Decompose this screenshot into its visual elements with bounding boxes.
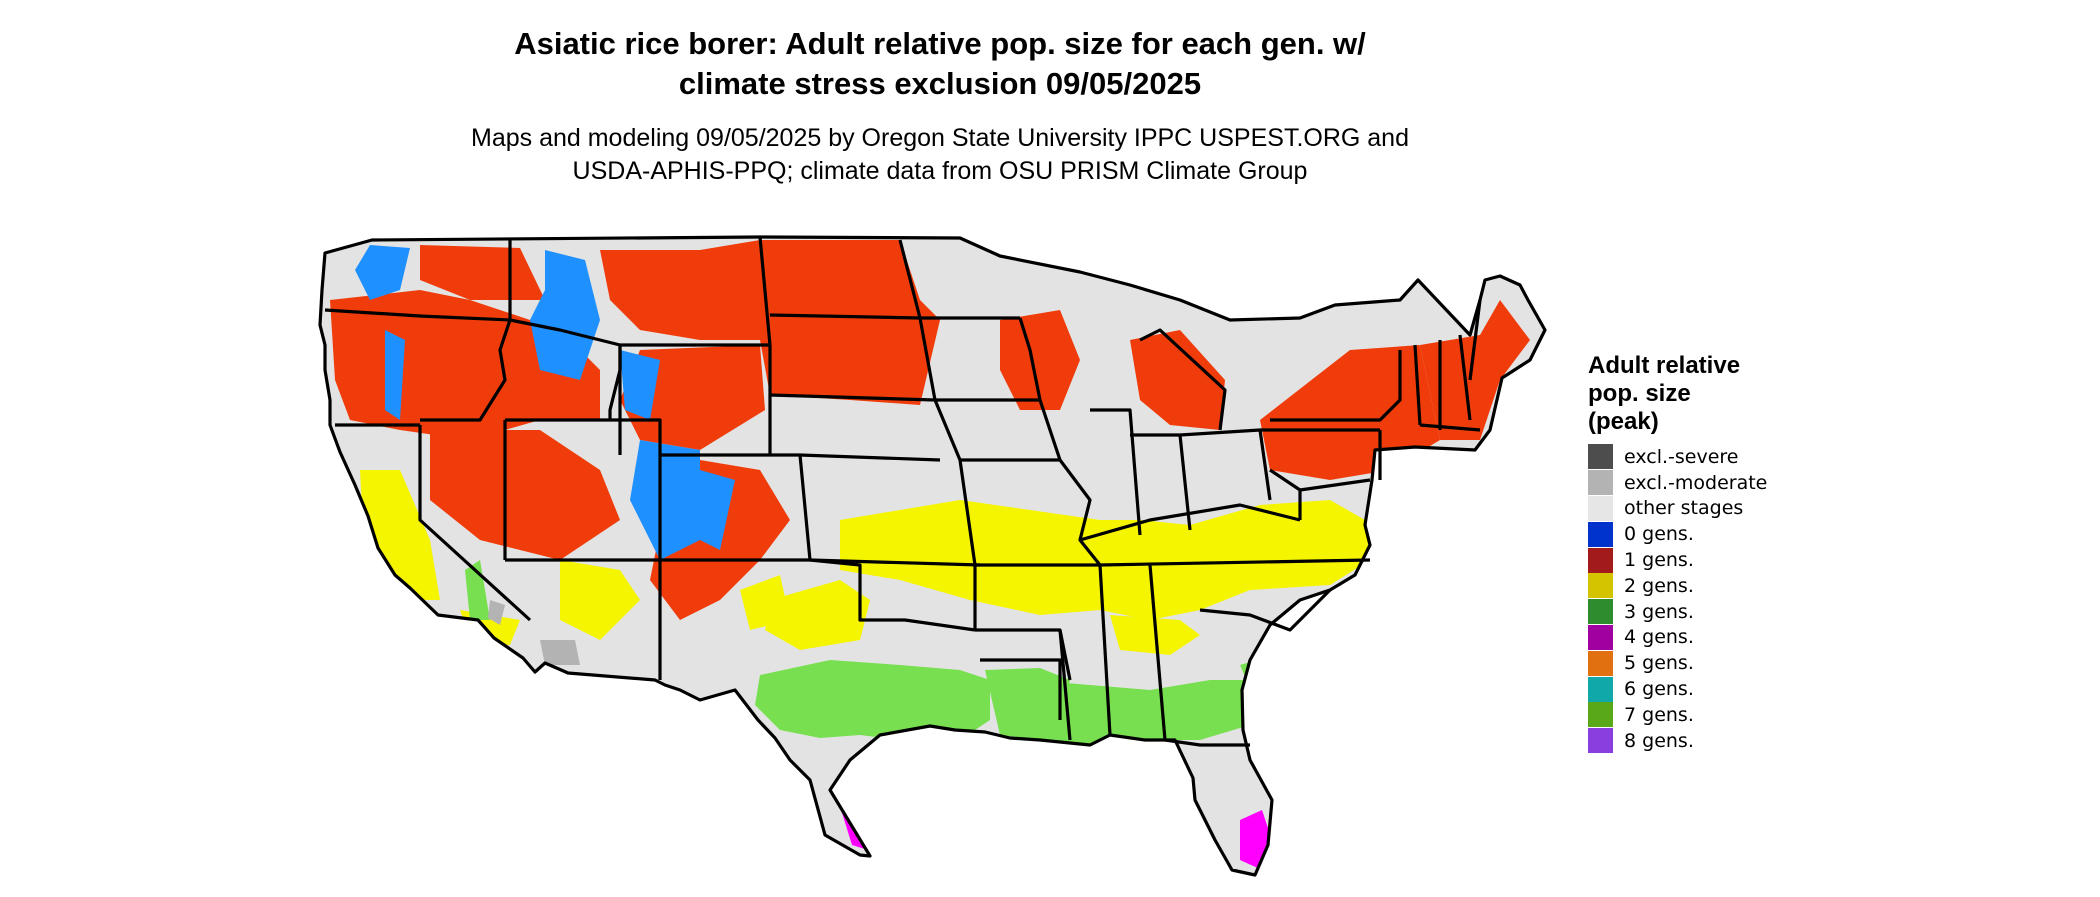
legend-label: other stages [1624, 497, 1744, 520]
legend-swatch [1588, 470, 1613, 496]
legend-swatch [1588, 624, 1613, 650]
legend-title-line2: pop. size [1588, 380, 1691, 407]
legend-swatch [1588, 495, 1613, 521]
legend-label: 0 gens. [1624, 523, 1694, 546]
legend-label: excl.-severe [1624, 445, 1739, 468]
legend-item: other stages [1588, 495, 1848, 522]
legend-label: 3 gens. [1624, 600, 1694, 623]
legend-label: excl.-moderate [1624, 471, 1768, 494]
legend-title-line1: Adult relative [1588, 352, 1741, 379]
legend-label: 2 gens. [1624, 574, 1694, 597]
map-title-line1: Asiatic rice borer: Adult relative pop. … [514, 26, 1366, 61]
excl-moderate-regions [488, 600, 580, 665]
legend-item: excl.-moderate [1588, 470, 1848, 496]
legend-item: excl.-severe [1588, 444, 1848, 470]
legend-item: 4 gens. [1588, 624, 1848, 651]
legend-item: 7 gens. [1588, 702, 1848, 728]
legend-swatch [1588, 676, 1613, 702]
legend-label: 7 gens. [1624, 703, 1694, 726]
state-borders [318, 235, 1547, 877]
map-subtitle: Maps and modeling 09/05/2025 by Oregon S… [330, 122, 1550, 188]
legend-swatch [1588, 650, 1613, 676]
map-subtitle-line2: USDA-APHIS-PPQ; climate data from OSU PR… [572, 157, 1308, 185]
zero-gen-regions [355, 245, 735, 560]
legend-swatch [1588, 521, 1613, 547]
legend-title-line3: (peak) [1588, 408, 1659, 435]
map-title-line2: climate stress exclusion 09/05/2025 [678, 66, 1202, 101]
legend-swatch [1588, 599, 1613, 625]
two-gen-regions [360, 470, 1370, 655]
legend-item: 2 gens. [1588, 573, 1848, 599]
legend-swatch [1588, 547, 1613, 573]
legend-title: Adult relative pop. size (peak) [1588, 352, 1848, 436]
map-title: Asiatic rice borer: Adult relative pop. … [330, 24, 1550, 104]
legend-item: 0 gens. [1588, 521, 1848, 547]
one-gen-regions [330, 240, 1530, 620]
legend-items: excl.-severe excl.-moderate other stages 0 … [1588, 444, 1848, 754]
legend-label: 8 gens. [1624, 729, 1694, 752]
legend-item: 8 gens. [1588, 728, 1848, 754]
legend-label: 4 gens. [1624, 626, 1694, 649]
legend-item: 1 gens. [1588, 547, 1848, 573]
map-subtitle-line1: Maps and modeling 09/05/2025 by Oregon S… [471, 124, 1409, 152]
legend-swatch [1588, 573, 1613, 599]
legend-swatch [1588, 728, 1613, 754]
legend-label: 6 gens. [1624, 678, 1694, 701]
map-legend: Adult relative pop. size (peak) excl.-se… [1588, 352, 1848, 754]
legend-swatch [1588, 444, 1613, 470]
legend-label: 5 gens. [1624, 652, 1694, 675]
legend-swatch [1588, 702, 1613, 728]
legend-item: 5 gens. [1588, 650, 1848, 676]
three-gen-regions [465, 560, 1280, 745]
legend-item: 6 gens. [1588, 676, 1848, 702]
legend-label: 1 gens. [1624, 549, 1694, 572]
legend-item: 3 gens. [1588, 599, 1848, 625]
